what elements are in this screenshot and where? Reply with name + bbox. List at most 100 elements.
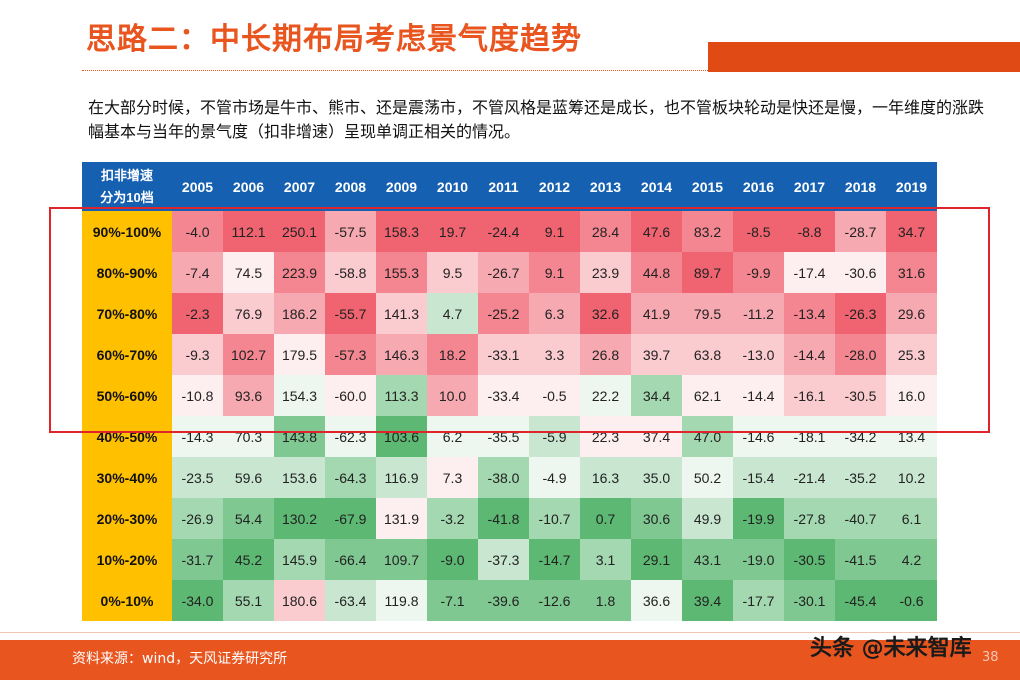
table-cell: 9.1 [529, 252, 580, 293]
table-cell: -31.7 [172, 539, 223, 580]
table-cell: 62.1 [682, 375, 733, 416]
table-cell: 146.3 [376, 334, 427, 375]
table-cell: -37.3 [478, 539, 529, 580]
table-cell: 180.6 [274, 580, 325, 621]
table-cell: 141.3 [376, 293, 427, 334]
table-cell: 102.7 [223, 334, 274, 375]
table-cell: -45.4 [835, 580, 886, 621]
table-cell: -40.7 [835, 498, 886, 539]
row-label: 70%-80% [82, 293, 172, 334]
table-cell: -57.3 [325, 334, 376, 375]
table-cell: 10.2 [886, 457, 937, 498]
table-cell: 119.8 [376, 580, 427, 621]
table-cell: -16.1 [784, 375, 835, 416]
table-cell: -10.7 [529, 498, 580, 539]
table-cell: 45.2 [223, 539, 274, 580]
table-cell: -8.5 [733, 211, 784, 252]
table-cell: 19.7 [427, 211, 478, 252]
table-cell: -12.6 [529, 580, 580, 621]
table-cell: 44.8 [631, 252, 682, 293]
row-label: 50%-60% [82, 375, 172, 416]
table-cell: 29.6 [886, 293, 937, 334]
table-cell: -23.5 [172, 457, 223, 498]
table-cell: 29.1 [631, 539, 682, 580]
table-cell: 186.2 [274, 293, 325, 334]
table-row: 30%-40% -23.5 59.6 153.6 -64.3 116.9 7.3 -38.0 -… [82, 457, 937, 498]
table-cell: 22.2 [580, 375, 631, 416]
table-cell: -9.3 [172, 334, 223, 375]
table-row: 90%-100% -4.0 112.1 250.1 -57.5 158.3 19.7 -24.… [82, 211, 937, 252]
table-cell: -60.0 [325, 375, 376, 416]
table-cell: 35.0 [631, 457, 682, 498]
table-cell: -7.4 [172, 252, 223, 293]
table-cell: 74.5 [223, 252, 274, 293]
table-cell: -33.4 [478, 375, 529, 416]
table-cell: -33.1 [478, 334, 529, 375]
row-label: 30%-40% [82, 457, 172, 498]
page-number: 38 [982, 650, 999, 665]
table-cell: 79.5 [682, 293, 733, 334]
table-cell: -57.5 [325, 211, 376, 252]
table-cell: -13.4 [784, 293, 835, 334]
table-cell: 112.1 [223, 211, 274, 252]
table-cell: -2.3 [172, 293, 223, 334]
year-header: 2017 [784, 162, 835, 211]
corner-header: 扣非增速 分为10档 [82, 162, 172, 211]
table-cell: -9.0 [427, 539, 478, 580]
table-cell: 22.3 [580, 416, 631, 457]
table-cell: 31.6 [886, 252, 937, 293]
table-cell: -58.8 [325, 252, 376, 293]
year-header: 2005 [172, 162, 223, 211]
table-cell: -17.7 [733, 580, 784, 621]
table-cell: 7.3 [427, 457, 478, 498]
table-cell: -13.0 [733, 334, 784, 375]
intro-paragraph: 在大部分时候，不管市场是牛市、熊市、还是震荡市，不管风格是蓝筹还是成长，也不管板… [88, 98, 985, 141]
table-cell: 9.1 [529, 211, 580, 252]
table-cell: 250.1 [274, 211, 325, 252]
year-header: 2011 [478, 162, 529, 211]
table-cell: -27.8 [784, 498, 835, 539]
table-cell: 50.2 [682, 457, 733, 498]
table-cell: 23.9 [580, 252, 631, 293]
table-cell: -15.4 [733, 457, 784, 498]
footer-bar [0, 640, 1020, 680]
year-header: 2019 [886, 162, 937, 211]
year-header: 2010 [427, 162, 478, 211]
table-cell: 16.0 [886, 375, 937, 416]
table-cell: 155.3 [376, 252, 427, 293]
table-cell: -30.1 [784, 580, 835, 621]
table-cell: 153.6 [274, 457, 325, 498]
table-cell: 116.9 [376, 457, 427, 498]
table-cell: 89.7 [682, 252, 733, 293]
table-cell: 6.3 [529, 293, 580, 334]
table-cell: 131.9 [376, 498, 427, 539]
table-cell: -30.6 [835, 252, 886, 293]
table-cell: -26.3 [835, 293, 886, 334]
table-cell: -0.6 [886, 580, 937, 621]
table-cell: -9.9 [733, 252, 784, 293]
table-header-row: 扣非增速 分为10档 2005 2006 2007 2008 2009 2010 2011 2… [82, 162, 937, 211]
year-header: 2016 [733, 162, 784, 211]
table-cell: 63.8 [682, 334, 733, 375]
table-cell: -26.7 [478, 252, 529, 293]
year-header: 2014 [631, 162, 682, 211]
table-cell: 43.1 [682, 539, 733, 580]
table-cell: -11.2 [733, 293, 784, 334]
year-header: 2018 [835, 162, 886, 211]
year-header: 2012 [529, 162, 580, 211]
table-cell: 30.6 [631, 498, 682, 539]
table-cell: -38.0 [478, 457, 529, 498]
table-cell: -64.3 [325, 457, 376, 498]
table-cell: -14.4 [784, 334, 835, 375]
table-cell: -21.4 [784, 457, 835, 498]
table-cell: 76.9 [223, 293, 274, 334]
page-title: 思路二：中长期布局考虑景气度趋势 [86, 22, 582, 57]
title-accent-bar [708, 42, 1020, 72]
table-cell: -55.7 [325, 293, 376, 334]
table-cell: 158.3 [376, 211, 427, 252]
year-header: 2015 [682, 162, 733, 211]
row-label: 10%-20% [82, 539, 172, 580]
table-cell: 59.6 [223, 457, 274, 498]
table-cell: 223.9 [274, 252, 325, 293]
table-cell: 34.7 [886, 211, 937, 252]
